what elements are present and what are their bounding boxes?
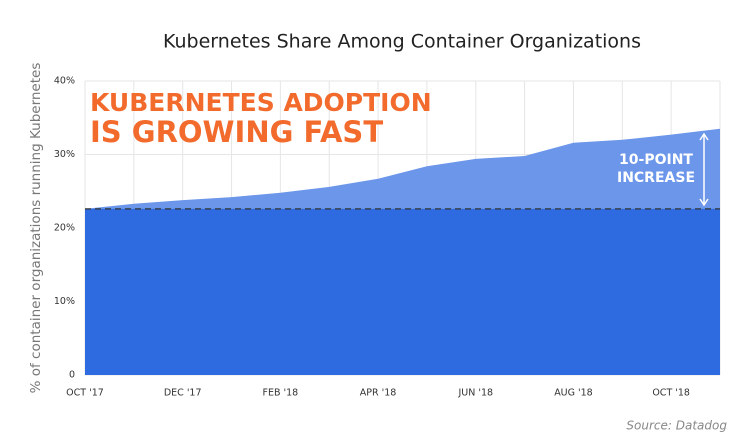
- x-tick-label: AUG '18: [554, 388, 593, 399]
- annotation: 10-POINT: [619, 152, 693, 168]
- x-tick-label: JUN '18: [457, 388, 493, 399]
- x-tick-label: APR '18: [360, 388, 397, 399]
- x-tick-label: OCT '18: [652, 388, 690, 399]
- y-tick-label: 0: [69, 370, 75, 381]
- x-tick-label: OCT '17: [66, 388, 104, 399]
- source: Source: Datadog: [626, 419, 727, 433]
- arrow: [699, 132, 709, 207]
- y-axis-label: % of container organizations running Kub…: [28, 63, 44, 394]
- y-tick-label: 40%: [54, 76, 75, 87]
- y-tick-label: 20%: [54, 223, 75, 234]
- annotation: KUBERNETES ADOPTION: [90, 88, 432, 117]
- annotation: IS GROWING FAST: [90, 115, 383, 149]
- x-tick-label: FEB '18: [263, 388, 299, 399]
- y-tick-label: 10%: [54, 296, 75, 307]
- chart-title: Kubernetes Share Among Container Organiz…: [163, 31, 641, 53]
- annotation: INCREASE: [617, 170, 695, 186]
- y-tick-label: 30%: [54, 149, 75, 160]
- x-tick-label: DEC '17: [164, 388, 202, 399]
- area: [85, 208, 720, 375]
